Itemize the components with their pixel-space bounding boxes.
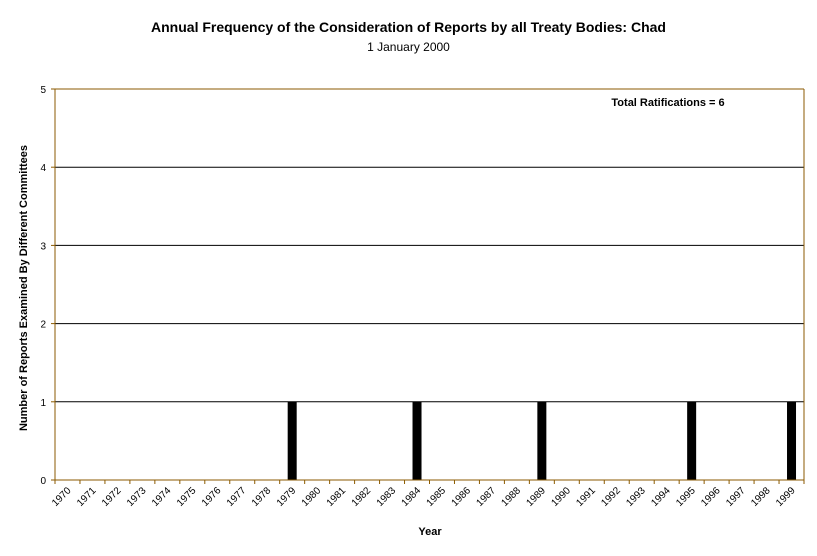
x-tick-label: 1996 [699, 485, 723, 509]
y-axis-title: Number of Reports Examined By Different … [18, 145, 30, 431]
x-tick-label: 1979 [275, 485, 299, 509]
x-tick-label: 1972 [100, 485, 124, 509]
x-tick-label: 1993 [624, 485, 648, 509]
x-tick-label: 1970 [50, 485, 74, 509]
y-tick-label: 2 [40, 320, 46, 331]
x-tick-label: 1999 [774, 485, 798, 509]
y-tick-label: 5 [40, 85, 46, 96]
bars [287, 401, 797, 480]
x-axis-title: Year [418, 526, 442, 538]
x-tick-label: 1973 [125, 485, 149, 509]
x-tick-label: 1987 [475, 485, 499, 509]
x-tick-label: 1975 [175, 485, 199, 509]
x-tick-label: 1990 [549, 485, 573, 509]
bar [537, 401, 547, 480]
x-tick-label: 1981 [325, 485, 349, 509]
x-tick-label: 1983 [375, 485, 399, 509]
x-tick-label: 1995 [674, 485, 698, 509]
x-tick-label: 1985 [425, 485, 449, 509]
x-tick-label: 1997 [724, 485, 748, 509]
x-tick-label: 1988 [499, 485, 523, 509]
x-tick-label: 1982 [350, 485, 374, 509]
x-tick-label: 1977 [225, 485, 249, 509]
chart-subtitle: 1 January 2000 [367, 40, 450, 54]
x-tick-label: 1978 [250, 485, 274, 509]
gridlines [55, 88, 804, 403]
total-ratifications-annotation: Total Ratifications = 6 [611, 97, 724, 109]
bar [287, 401, 297, 480]
bar [787, 401, 797, 480]
y-tick-label: 0 [40, 476, 46, 487]
x-tick-label: 1980 [300, 485, 324, 509]
axes [51, 88, 805, 484]
x-tick-label: 1998 [749, 485, 773, 509]
x-tick-label: 1976 [200, 485, 224, 509]
x-tick-label: 1974 [150, 485, 174, 509]
x-tick-label: 1989 [524, 485, 548, 509]
bar [412, 401, 422, 480]
y-tick-label: 3 [40, 241, 46, 252]
x-tick-label: 1991 [574, 485, 598, 509]
x-tick-label: 1986 [450, 485, 474, 509]
x-tick-labels: 1970 1971 1972 1973 1974 1975 1976 1977 1978 1979… [50, 485, 798, 509]
chart-title: Annual Frequency of the Consideration of… [151, 19, 666, 35]
bar [687, 401, 697, 480]
x-tick-label: 1971 [75, 485, 99, 509]
x-tick-label: 1994 [649, 485, 673, 509]
y-tick-label: 4 [40, 163, 46, 174]
y-tick-label: 1 [40, 398, 46, 409]
y-tick-labels: 0 1 2 3 4 5 [40, 85, 46, 487]
x-tick-label: 1992 [599, 485, 623, 509]
x-tick-label: 1984 [400, 485, 424, 509]
